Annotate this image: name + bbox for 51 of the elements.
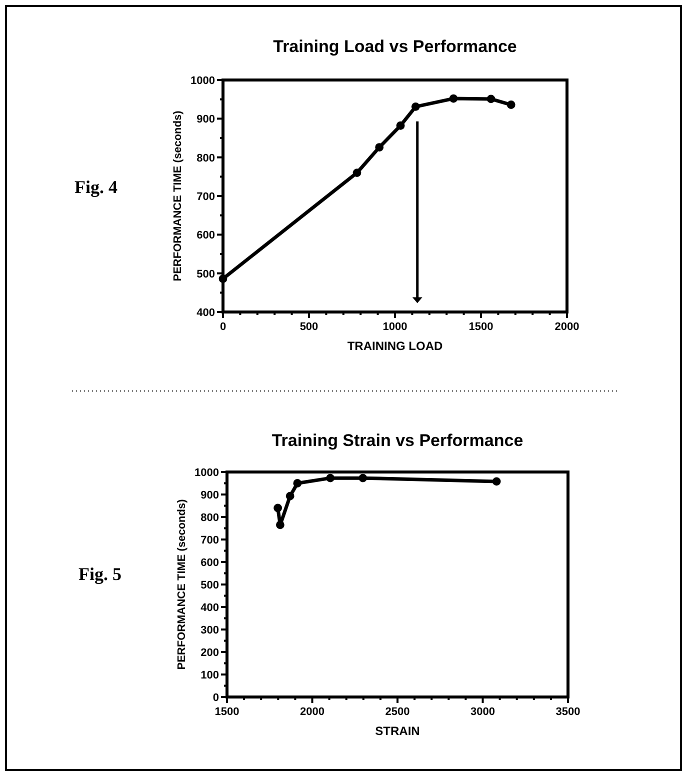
y-tick-label: 700 [200, 534, 219, 546]
y-tick-label: 400 [196, 307, 215, 319]
point [326, 474, 335, 482]
y-tick-label: 900 [200, 490, 219, 502]
x-tick-label: 500 [300, 321, 318, 333]
x-axis-title: TRAINING LOAD [347, 339, 443, 353]
point [486, 94, 496, 104]
y-tick-label: 400 [200, 602, 219, 614]
y-tick-label: 500 [196, 268, 215, 280]
point [492, 477, 501, 486]
x-tick-label: 1000 [382, 321, 408, 333]
y-axis-title: PERFORMANCE TIME (seconds) [176, 498, 188, 670]
y-tick-label: 800 [200, 512, 219, 524]
point [375, 143, 384, 152]
x-tick-label: 3000 [470, 706, 495, 718]
point [396, 121, 405, 130]
x-tick-label: 1500 [214, 706, 240, 718]
y-tick-label: 300 [200, 624, 219, 636]
x-tick-label: 1500 [468, 321, 494, 333]
chart-title: Training Strain vs Performance [272, 431, 524, 450]
point [276, 520, 284, 530]
y-axis-title: PERFORMANCE TIME (seconds) [172, 110, 184, 282]
y-tick-label: 800 [196, 152, 215, 164]
caption: Fig. 5 [78, 564, 122, 584]
y-tick-label: 500 [200, 580, 219, 592]
point [286, 492, 294, 500]
x-tick-label: 0 [220, 321, 226, 333]
y-tick-label: 1000 [190, 75, 215, 87]
point [274, 504, 282, 512]
point [506, 100, 516, 109]
x-tick-label: 2000 [554, 321, 580, 333]
point [218, 274, 228, 283]
caption: Fig. 4 [74, 177, 118, 197]
y-tick-label: 700 [196, 191, 215, 203]
y-tick-label: 100 [200, 670, 219, 682]
point [449, 94, 458, 103]
y-tick-label: 1000 [194, 467, 219, 479]
point [358, 474, 368, 482]
x-tick-label: 2500 [385, 706, 410, 718]
x-axis-title: STRAIN [375, 724, 420, 738]
y-tick-label: 900 [196, 114, 215, 126]
point [293, 479, 302, 488]
y-tick-label: 0 [212, 692, 219, 704]
point [352, 168, 362, 177]
x-tick-label: 2000 [300, 706, 324, 718]
x-tick-label: 3500 [556, 706, 580, 718]
y-tick-label: 600 [196, 230, 215, 242]
y-tick-label: 200 [200, 647, 219, 659]
point [411, 102, 420, 111]
chart-title: Training Load vs Performance [273, 37, 517, 56]
y-tick-label: 600 [200, 557, 219, 569]
